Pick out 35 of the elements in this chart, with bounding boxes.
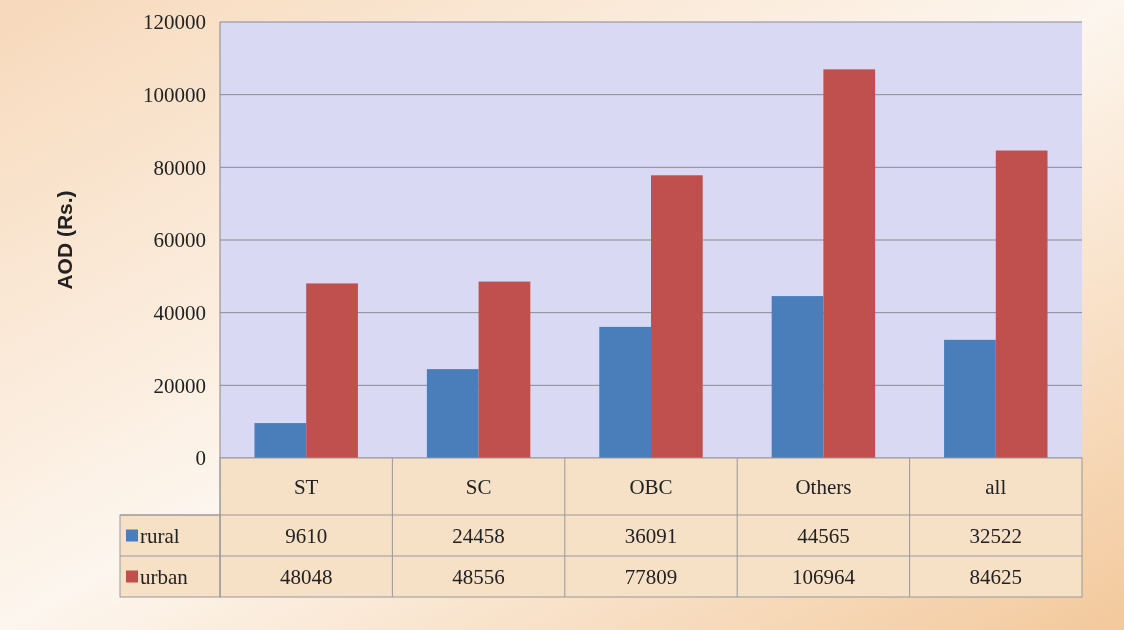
legend-label: urban xyxy=(140,564,189,589)
x-tick-label: OBC xyxy=(629,474,673,499)
data-label: 106964 xyxy=(791,564,856,589)
y-tick-label: 40000 xyxy=(153,301,206,326)
data-label: 24458 xyxy=(452,523,505,548)
bar xyxy=(651,175,703,458)
y-tick-label: 20000 xyxy=(153,373,206,398)
y-tick-label: 60000 xyxy=(153,228,206,253)
bar xyxy=(306,283,358,458)
data-label: 44565 xyxy=(797,523,850,548)
data-label: 32522 xyxy=(969,523,1023,548)
x-tick-label: SC xyxy=(465,474,492,499)
x-tick-label: ST xyxy=(293,474,319,499)
bar xyxy=(995,150,1048,458)
bar xyxy=(771,296,824,458)
bar xyxy=(599,326,651,458)
bar xyxy=(823,69,876,458)
bar xyxy=(254,423,307,458)
y-axis-title: AOD (Rs.) xyxy=(53,190,76,290)
data-label: 48556 xyxy=(452,564,505,589)
bar xyxy=(478,281,531,458)
x-tick-label: Others xyxy=(795,474,852,499)
y-tick-label: 0 xyxy=(195,446,206,471)
bar xyxy=(426,369,479,458)
data-label: 48048 xyxy=(279,564,333,589)
y-tick-label: 120000 xyxy=(143,10,206,35)
bar xyxy=(944,339,996,458)
data-label: 9610 xyxy=(285,523,328,548)
y-tick-label: 80000 xyxy=(153,155,206,180)
legend-label: rural xyxy=(140,523,180,548)
data-label: 84625 xyxy=(969,564,1023,589)
y-tick-label: 100000 xyxy=(143,83,206,108)
data-label: 77809 xyxy=(624,564,678,589)
data-label: 36091 xyxy=(624,523,678,548)
x-tick-label: all xyxy=(985,474,1007,499)
